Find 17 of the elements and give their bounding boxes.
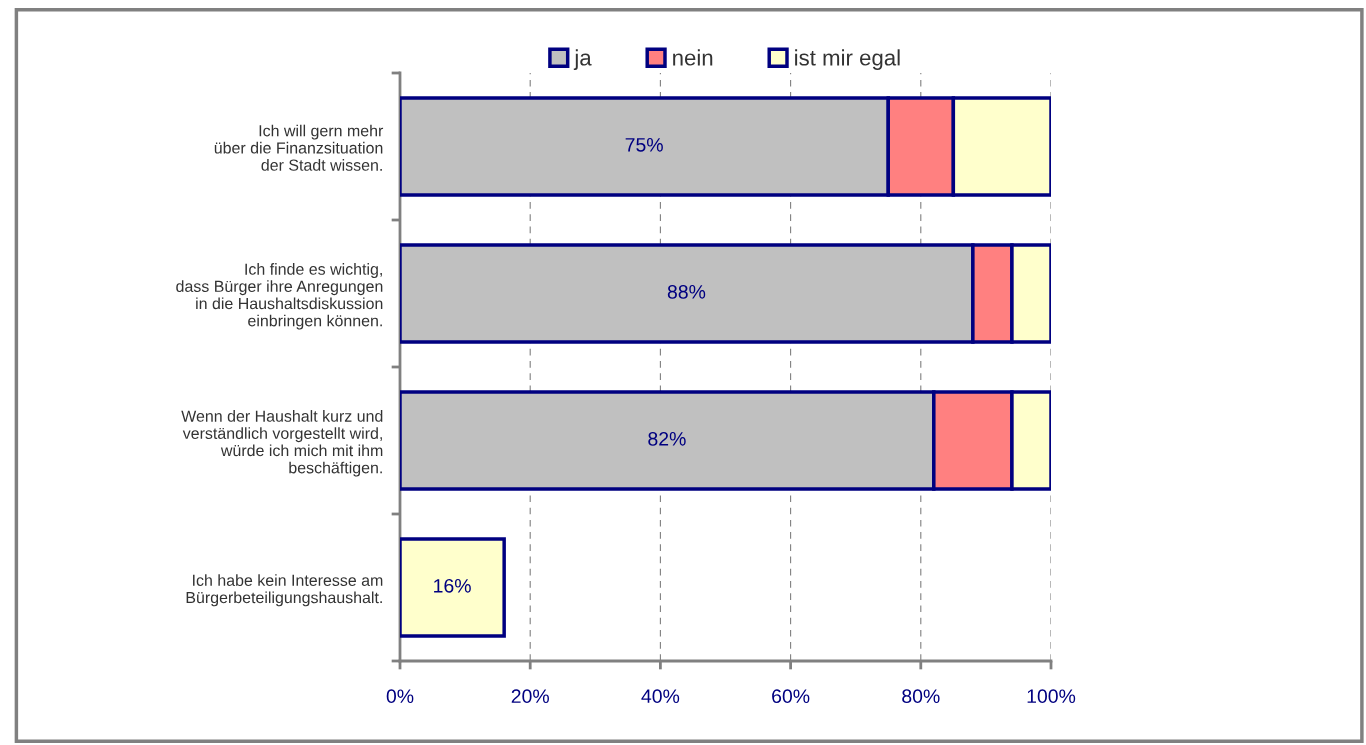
y-tick-label: Ich habe kein Interesse am Bürgerbeteiligungshaushalt.	[186, 574, 383, 607]
legend-label: ist mir egal	[795, 49, 900, 70]
y-tick-label: Ich finde es wichtig, dass Bürger ihre Anregungen in die Haushaltsdiskussion einbringen können.	[176, 263, 383, 330]
x-tick-label: 100%	[1027, 689, 1076, 704]
legend-label: nein	[673, 49, 713, 66]
y-tick-label: Wenn der Haushalt kurz und verständlich vorgestellt wird, würde ich mich mit ihm beschäftigen.	[181, 410, 383, 477]
data-label: 75%	[625, 138, 663, 152]
data-label: 82%	[648, 431, 686, 446]
x-tick-label: 80%	[902, 689, 940, 704]
x-tick-label: 40%	[641, 689, 680, 704]
legend-label: ja	[573, 49, 592, 70]
x-tick-label: 60%	[772, 689, 810, 704]
data-label: 88%	[667, 284, 706, 299]
data-label: 16%	[434, 578, 471, 593]
x-tick-label: 20%	[511, 689, 549, 704]
x-tick-label: 0%	[386, 689, 414, 704]
y-tick-label: Ich will gern mehr über die Finanzsituation der Stadt wissen.	[214, 124, 384, 171]
